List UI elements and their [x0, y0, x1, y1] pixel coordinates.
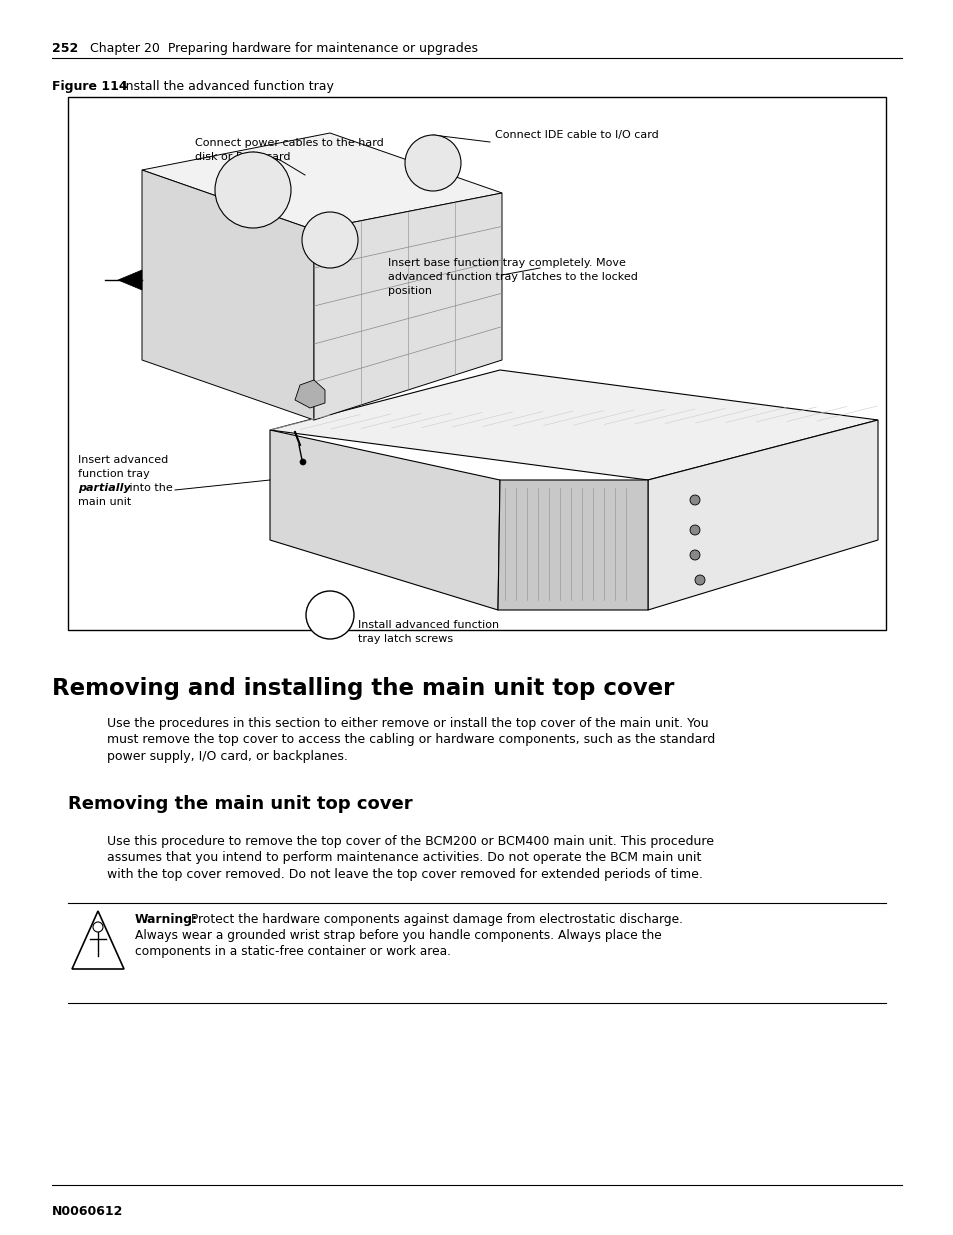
Polygon shape — [647, 420, 877, 610]
Text: power supply, I/O card, or backplanes.: power supply, I/O card, or backplanes. — [107, 750, 348, 763]
Polygon shape — [314, 193, 501, 420]
Polygon shape — [71, 911, 124, 969]
Polygon shape — [270, 370, 877, 480]
Text: Use this procedure to remove the top cover of the BCM200 or BCM400 main unit. Th: Use this procedure to remove the top cov… — [107, 835, 713, 848]
Text: Install the advanced function tray: Install the advanced function tray — [110, 80, 334, 93]
Circle shape — [302, 212, 357, 268]
Bar — [68, 98, 885, 630]
Polygon shape — [142, 170, 314, 420]
Text: assumes that you intend to perform maintenance activities. Do not operate the BC: assumes that you intend to perform maint… — [107, 851, 700, 864]
Text: function tray: function tray — [78, 469, 150, 479]
Circle shape — [689, 525, 700, 535]
Text: Install advanced function: Install advanced function — [357, 620, 498, 630]
Text: must remove the top cover to access the cabling or hardware components, such as : must remove the top cover to access the … — [107, 734, 715, 746]
Text: 252: 252 — [52, 42, 78, 56]
Polygon shape — [497, 480, 647, 610]
Polygon shape — [142, 133, 501, 230]
Text: Chapter 20  Preparing hardware for maintenance or upgrades: Chapter 20 Preparing hardware for mainte… — [90, 42, 477, 56]
Text: Connect IDE cable to I/O card: Connect IDE cable to I/O card — [495, 130, 659, 140]
Text: Insert base function tray completely. Move: Insert base function tray completely. Mo… — [388, 258, 625, 268]
Circle shape — [405, 135, 460, 191]
Circle shape — [92, 923, 103, 932]
Text: Removing and installing the main unit top cover: Removing and installing the main unit to… — [52, 677, 674, 700]
Text: components in a static-free container or work area.: components in a static-free container or… — [135, 945, 451, 958]
Text: Warning:: Warning: — [135, 913, 198, 926]
Text: Connect power cables to the hard: Connect power cables to the hard — [194, 138, 383, 148]
Text: Removing the main unit top cover: Removing the main unit top cover — [68, 795, 413, 813]
Circle shape — [689, 495, 700, 505]
Text: Insert advanced: Insert advanced — [78, 454, 168, 466]
Text: tray latch screws: tray latch screws — [357, 634, 453, 643]
Text: N0060612: N0060612 — [52, 1205, 123, 1218]
Text: Figure 114: Figure 114 — [52, 80, 128, 93]
Polygon shape — [118, 270, 142, 290]
Text: Protect the hardware components against damage from electrostatic discharge.: Protect the hardware components against … — [187, 913, 682, 926]
Text: Always wear a grounded wrist strap before you handle components. Always place th: Always wear a grounded wrist strap befor… — [135, 929, 661, 942]
Text: Use the procedures in this section to either remove or install the top cover of : Use the procedures in this section to ei… — [107, 718, 708, 730]
Text: position: position — [388, 287, 432, 296]
Polygon shape — [270, 430, 499, 610]
Circle shape — [214, 152, 291, 228]
Polygon shape — [294, 380, 325, 408]
Text: partially: partially — [78, 483, 131, 493]
Text: with the top cover removed. Do not leave the top cover removed for extended peri: with the top cover removed. Do not leave… — [107, 868, 702, 881]
Circle shape — [299, 459, 306, 466]
Circle shape — [689, 550, 700, 559]
Text: disk or RAID card: disk or RAID card — [194, 152, 291, 162]
Text: advanced function tray latches to the locked: advanced function tray latches to the lo… — [388, 272, 638, 282]
Text: main unit: main unit — [78, 496, 132, 508]
Circle shape — [306, 592, 354, 638]
Text: into the: into the — [126, 483, 172, 493]
Circle shape — [695, 576, 704, 585]
